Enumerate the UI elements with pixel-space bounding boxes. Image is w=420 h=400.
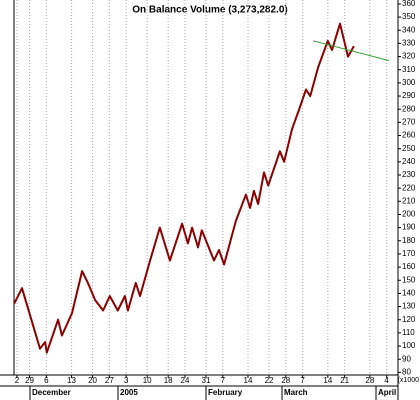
unit-label: (x1000: [398, 377, 420, 384]
x-tick-label: 13: [67, 376, 76, 385]
y-tick-label: 340: [402, 25, 416, 34]
x-tick-label: 22: [265, 376, 274, 385]
y-tick-label: 90: [402, 354, 411, 363]
line: [13, 22, 355, 354]
x-tick-label: 21: [340, 376, 349, 385]
y-tick-label: 120: [402, 315, 416, 324]
y-tick-label: 80: [402, 367, 411, 376]
x-tick-label: 27: [105, 376, 114, 385]
y-tick-label: 300: [402, 78, 416, 87]
x-tick-label: 4: [384, 376, 389, 385]
y-tick-label: 170: [402, 249, 416, 258]
y-tick-label: 220: [402, 183, 416, 192]
y-tick-label: 270: [402, 117, 416, 126]
x-tick-label: 18: [164, 376, 173, 385]
x-tick-label: 28: [365, 376, 374, 385]
y-tick-label: 360: [402, 0, 416, 8]
y-tick-label: 230: [402, 170, 416, 179]
y-tick-label: 320: [402, 52, 416, 61]
x-tick-label: 10: [143, 376, 152, 385]
y-tick-label: 290: [402, 91, 416, 100]
y-tick-label: 160: [402, 262, 416, 271]
y-tick-label: 200: [402, 210, 416, 219]
x-tick-label: 24: [181, 376, 190, 385]
x-tick-label: 7: [221, 376, 226, 385]
y-tick-label: 150: [402, 275, 416, 284]
y-tick-label: 180: [402, 236, 416, 245]
x-tick-label: 2: [15, 376, 20, 385]
x-tick-label: 14: [323, 376, 332, 385]
y-tick-label: 250: [402, 144, 416, 153]
month-label: March: [284, 388, 308, 397]
x-tick-label: 7: [300, 376, 305, 385]
trendline: [312, 40, 389, 61]
month-label: December: [32, 388, 71, 397]
y-tick-label: 130: [402, 302, 416, 311]
x-tick-label: 28: [281, 376, 290, 385]
y-tick-label: 310: [402, 65, 416, 74]
month-label: February: [208, 388, 243, 397]
x-tick-label: 20: [88, 376, 97, 385]
month-label: 2005: [120, 388, 138, 397]
chart-title: On Balance Volume (3,273,282.0): [132, 5, 287, 16]
x-tick-label: 29: [25, 376, 34, 385]
y-tick-label: 280: [402, 104, 416, 113]
x-tick-label: 31: [202, 376, 211, 385]
x-tick-label: 14: [244, 376, 253, 385]
month-label: April: [378, 388, 396, 397]
x-tick-label: 6: [44, 376, 49, 385]
y-tick-label: 350: [402, 12, 416, 21]
x-tick-label: 3: [124, 376, 129, 385]
y-tick-label: 330: [402, 39, 416, 48]
y-tick-label: 190: [402, 223, 416, 232]
y-tick-label: 260: [402, 131, 416, 140]
y-tick-label: 110: [402, 328, 415, 337]
y-tick-label: 210: [402, 196, 416, 205]
y-tick-label: 100: [402, 341, 416, 350]
y-tick-label: 240: [402, 157, 416, 166]
y-tick-label: 140: [402, 289, 416, 298]
